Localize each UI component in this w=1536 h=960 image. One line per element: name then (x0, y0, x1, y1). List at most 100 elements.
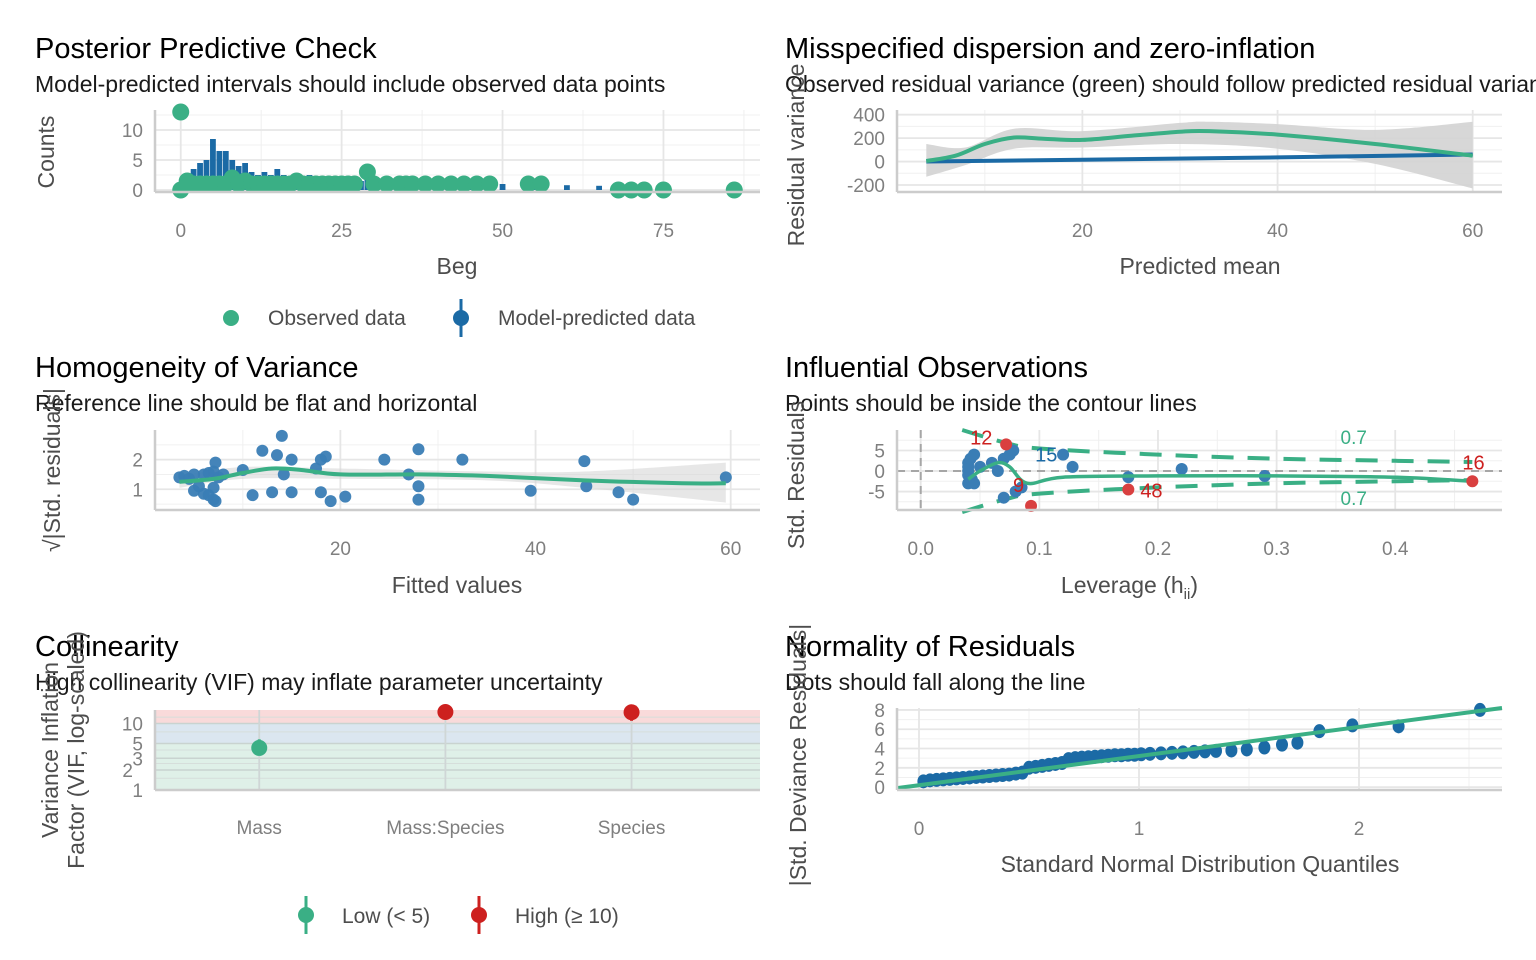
residual-point (719, 471, 732, 484)
x-tick-label: Mass (237, 818, 282, 839)
residual-point (209, 495, 222, 508)
qq-point (1276, 737, 1288, 752)
qq-point (1291, 735, 1304, 750)
gridlines (155, 430, 760, 510)
y-tick-label: 2 (874, 759, 885, 780)
vif-zone-low (155, 743, 760, 790)
vif-zone-moderate (155, 723, 760, 744)
loess-line (179, 466, 726, 486)
residual-point (412, 443, 425, 456)
plot-area: 0 25 50 75 0 5 10 (122, 103, 760, 242)
y-axis-label: Std. Residuals (783, 401, 809, 549)
observation-point (1175, 462, 1188, 475)
observed-point (346, 175, 364, 193)
y-axis-label-line2: Factor (VIF, log-scaled) (63, 631, 89, 869)
residual-point (209, 456, 222, 469)
predicted-bar (596, 185, 602, 190)
x-tick-label: 60 (1462, 221, 1483, 242)
residual-point (188, 468, 201, 481)
predicted-bar (210, 139, 216, 190)
panel-title: Misspecified dispersion and zero-inflati… (785, 33, 1315, 65)
y-tick-label: 6 (874, 720, 885, 741)
observed-point (416, 175, 434, 193)
residual-point (324, 495, 337, 508)
observed-point (532, 175, 550, 193)
influential-point (1122, 483, 1135, 496)
panel-title: Influential Observations (785, 352, 1088, 384)
x-tick-label: 25 (331, 221, 352, 242)
residual-point (277, 468, 290, 481)
panel-subtitle: Points should be inside the contour line… (785, 390, 1197, 416)
legend-low-point-icon (298, 907, 314, 923)
plot-area: 12 9 48 16 15 0.7 0.7 0.0 0.1 0.2 0.3 0.4 -505 (868, 427, 1502, 560)
observation-point (1057, 448, 1070, 461)
y-axis-label: √|Std. residuals| (39, 388, 65, 552)
observed-point (403, 175, 421, 193)
residual-point (275, 429, 288, 442)
residual-point (612, 486, 625, 499)
x-tick-label: 1 (1134, 819, 1145, 840)
qq-point (1240, 742, 1253, 757)
residual-point (524, 484, 537, 497)
observed-point (429, 175, 447, 193)
panel-posterior-predictive-check: Posterior Predictive Check Model-predict… (33, 33, 760, 337)
y-tick-label: 2 (122, 761, 133, 782)
y-tick-label: 400 (853, 106, 885, 127)
contour-label-lower: 0.7 (1341, 489, 1367, 510)
y-tick-label: 8 (874, 701, 885, 722)
legend-observed-label: Observed data (268, 307, 406, 330)
y-tick-label: 200 (853, 129, 885, 150)
y-axis-label-line1: Variance Inflation (37, 662, 63, 838)
residual-point (319, 450, 332, 463)
observation-point (1015, 481, 1028, 494)
y-tick-label: 0 (874, 778, 885, 799)
x-axis-label: Beg (437, 253, 478, 279)
residual-point (285, 486, 298, 499)
influential-point (1000, 438, 1013, 451)
legend: Observed data Model-predicted data (223, 299, 696, 337)
legend-observed-icon (223, 310, 239, 326)
observation-point (991, 465, 1004, 478)
residual-point (627, 493, 640, 506)
x-tick-label: 0 (175, 221, 186, 242)
influential-point (1466, 475, 1479, 488)
x-tick-label: Species (598, 818, 666, 839)
observed-point (455, 175, 473, 193)
predicted-bar (564, 185, 570, 190)
y-tick-label: 1 (132, 781, 143, 802)
observed-point (442, 175, 460, 193)
y-tick-label: 2 (132, 451, 143, 472)
plot-area: 20 40 60 1 2 (132, 429, 760, 560)
predicted-bar (203, 160, 210, 190)
observation-point (968, 448, 981, 461)
panel-subtitle: Model-predicted intervals should include… (35, 71, 665, 97)
y-tick-label: 3 (132, 749, 143, 770)
observed-point (609, 181, 627, 199)
influential-point-label: 12 (970, 427, 992, 449)
x-axis-label: Fitted values (392, 572, 522, 598)
legend-predicted-label: Model-predicted data (498, 307, 696, 330)
residual-point (578, 455, 591, 468)
y-axis-label: |Std. Deviance Residuals| (785, 624, 811, 887)
observation-point (1066, 460, 1079, 473)
x-tick-label: 20 (1072, 221, 1093, 242)
residual-point (207, 481, 220, 494)
x-tick-label: 0.1 (1026, 539, 1052, 560)
predicted-bar (222, 151, 229, 190)
x-tick-label: 40 (1267, 221, 1288, 242)
observed-point (378, 175, 396, 193)
x-tick-label: 20 (330, 539, 351, 560)
panel-title: Collinearity (35, 631, 179, 663)
y-tick-label: 0 (874, 462, 885, 483)
x-tick-label: 0.0 (908, 539, 934, 560)
qq-point (1258, 740, 1271, 755)
residual-point (197, 468, 210, 481)
residual-point (270, 449, 283, 462)
y-axis-label: Residual variance (783, 64, 809, 247)
x-tick-label: 0.2 (1145, 539, 1171, 560)
qq-point (1225, 743, 1238, 758)
y-tick-label: 5 (132, 151, 143, 172)
